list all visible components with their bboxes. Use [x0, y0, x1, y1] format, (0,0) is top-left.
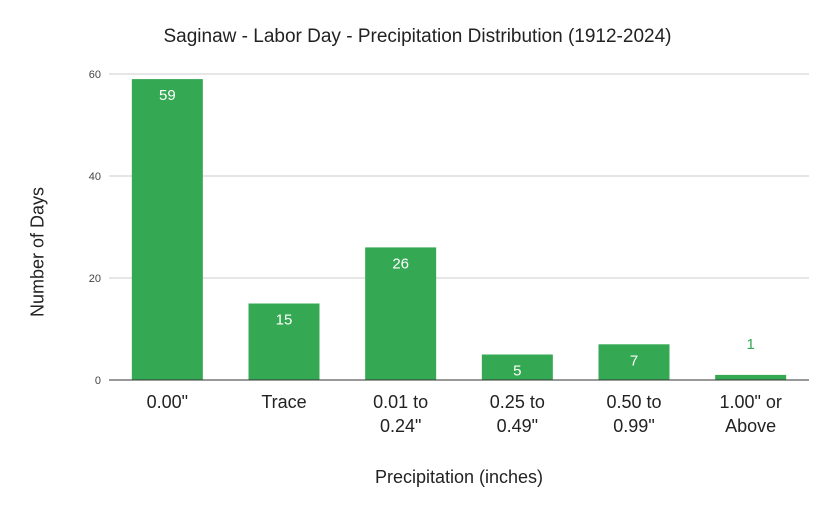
x-tick-label: 0.25 to [490, 392, 545, 412]
bar [131, 79, 203, 380]
bar [365, 247, 437, 380]
y-tick-label: 20 [89, 273, 101, 285]
x-tick-label: 0.24" [380, 416, 421, 436]
data-label: 5 [513, 363, 521, 380]
x-tick-label: Above [725, 416, 776, 436]
y-tick-label: 40 [89, 171, 101, 183]
chart-title: Saginaw - Labor Day - Precipitation Dist… [163, 26, 672, 47]
x-axis-title: Precipitation (inches) [374, 467, 544, 487]
x-tick-label: 0.50 to [606, 392, 661, 412]
data-label: 1 [746, 336, 754, 353]
y-tick-label: 60 [89, 69, 101, 81]
bar [598, 344, 670, 380]
y-tick-label: 0 [95, 375, 101, 387]
bar [248, 303, 320, 380]
data-label: 26 [392, 255, 409, 272]
x-tick-label: 0.01 to [373, 392, 428, 412]
data-label: 7 [630, 352, 638, 369]
bar [481, 354, 553, 380]
x-tick-label: 0.00" [147, 392, 188, 412]
x-tick-label: Trace [261, 392, 306, 412]
data-label: 15 [276, 312, 293, 329]
x-tick-label: 0.99" [613, 416, 654, 436]
data-label: 59 [159, 87, 176, 104]
x-tick-label: 0.49" [497, 416, 538, 436]
bar [715, 374, 787, 380]
x-tick-label: 1.00" or [719, 392, 781, 412]
